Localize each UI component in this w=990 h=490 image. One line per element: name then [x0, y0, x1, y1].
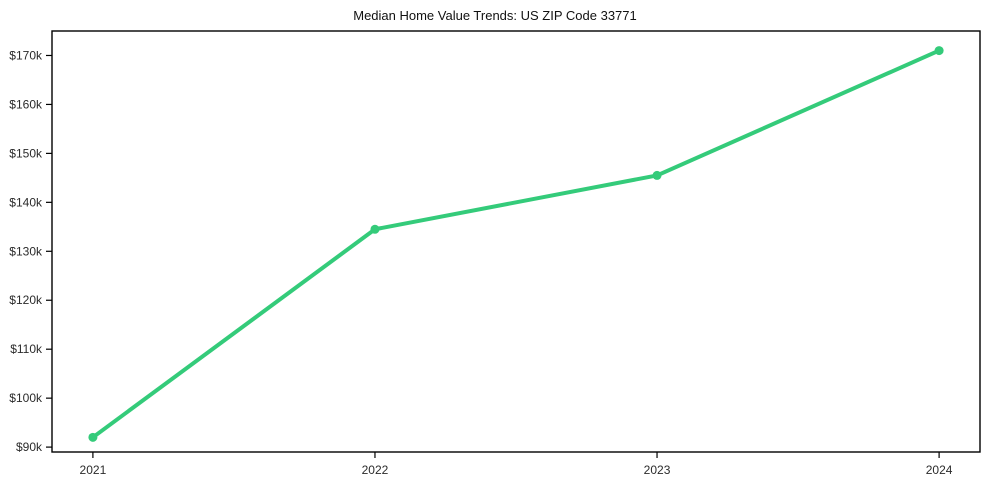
y-tick-label: $130k [9, 244, 43, 258]
data-point [370, 224, 380, 234]
y-tick-label: $100k [9, 391, 43, 405]
y-tick-label: $150k [9, 146, 43, 160]
chart-title: Median Home Value Trends: US ZIP Code 33… [353, 8, 637, 23]
data-series [88, 46, 944, 442]
y-tick-label: $120k [9, 293, 43, 307]
plot-area [51, 30, 981, 453]
x-tick-label: 2021 [80, 463, 107, 477]
y-tick-label: $170k [9, 48, 43, 62]
data-point [934, 46, 944, 56]
y-tick-label: $90k [16, 440, 43, 454]
y-tick-label: $140k [9, 195, 43, 209]
y-axis: $90k $100k $110k $120k $130k $140k $150k $160k $… [9, 48, 52, 454]
x-tick-label: 2022 [362, 463, 389, 477]
x-axis: 2021 2022 2023 2024 [80, 452, 953, 477]
x-tick-label: 2024 [926, 463, 953, 477]
data-point [88, 432, 98, 442]
x-tick-label: 2023 [644, 463, 671, 477]
y-tick-label: $160k [9, 97, 43, 111]
y-tick-label: $110k [10, 342, 43, 356]
trend-line [90, 48, 942, 440]
data-point [652, 170, 662, 180]
